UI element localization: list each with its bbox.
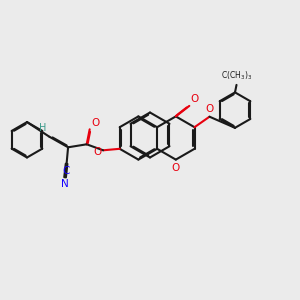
Text: O: O — [91, 118, 99, 128]
Text: H: H — [39, 123, 46, 133]
Text: C: C — [63, 166, 70, 176]
Text: N: N — [61, 179, 69, 189]
Text: O: O — [206, 104, 214, 114]
Text: O: O — [93, 147, 102, 157]
Text: O: O — [172, 164, 180, 173]
Text: O: O — [190, 94, 199, 104]
Text: C(CH$_3$)$_3$: C(CH$_3$)$_3$ — [221, 69, 252, 82]
